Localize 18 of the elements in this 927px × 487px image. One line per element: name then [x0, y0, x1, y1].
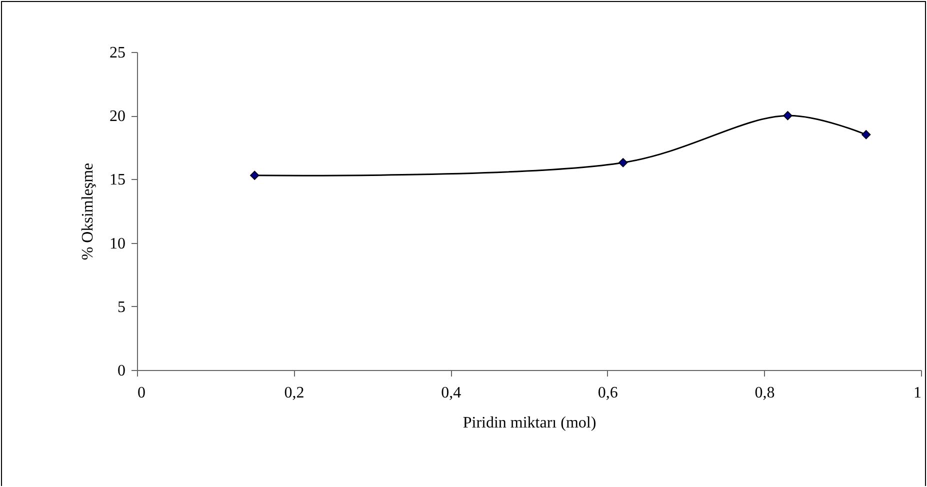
- x-tick-label: 0,6: [598, 384, 618, 402]
- x-tick-label: 0,2: [284, 384, 304, 402]
- point: [250, 170, 260, 180]
- point: [862, 130, 871, 140]
- y-tick-label: 20: [110, 108, 126, 126]
- x-axis-title: Piridin miktarı (mol): [462, 414, 596, 432]
- y-tick-label: 10: [110, 235, 126, 252]
- y-tick-label: 15: [110, 172, 126, 189]
- y-tick-label: 5: [118, 298, 126, 316]
- y-tick-label: 25: [110, 44, 126, 62]
- y-axis-title: % Oksimleşme: [80, 162, 96, 260]
- x-tick-label: 1: [914, 384, 922, 402]
- x-tick-label: 0,8: [754, 384, 775, 402]
- point: [783, 111, 792, 120]
- point: [618, 158, 628, 168]
- x-tick-label: 0: [138, 384, 146, 402]
- y-tick-label: 0: [118, 362, 126, 380]
- x-tick-label: 0,4: [441, 384, 462, 402]
